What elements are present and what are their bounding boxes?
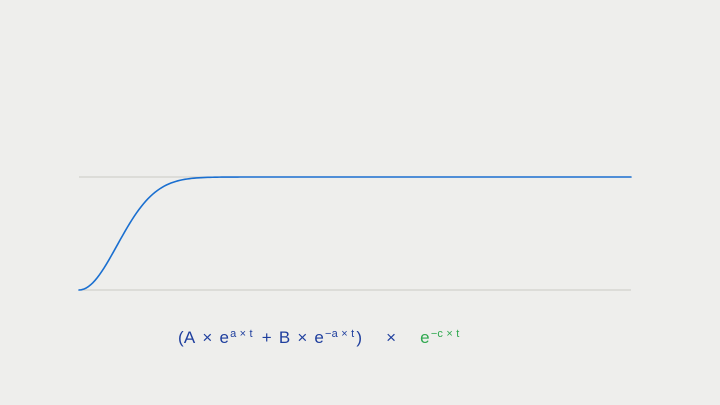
damping-exponent: −c × t <box>430 328 460 340</box>
formula: (A × ea × t + B × e−a × t) × e−c × t <box>178 328 462 356</box>
damping-exp-base: e <box>420 328 430 347</box>
formula-exponent-2: −a × t <box>325 328 355 340</box>
formula-times-2: × <box>297 328 308 347</box>
formula-coefficient-a: A <box>183 328 196 347</box>
formula-exponent-1: a × t <box>230 328 253 340</box>
formula-coefficient-b: B <box>278 328 291 347</box>
formula-close-paren: ) <box>356 328 363 347</box>
formula-times-1: × <box>202 328 213 347</box>
formula-plus: + <box>261 328 272 347</box>
formula-exp-base-2: e <box>314 328 325 347</box>
formula-times-3: × <box>386 328 397 347</box>
formula-open-paren: ( <box>178 328 184 347</box>
response-curve <box>78 176 632 291</box>
formula-exp-base-1: e <box>219 328 230 347</box>
